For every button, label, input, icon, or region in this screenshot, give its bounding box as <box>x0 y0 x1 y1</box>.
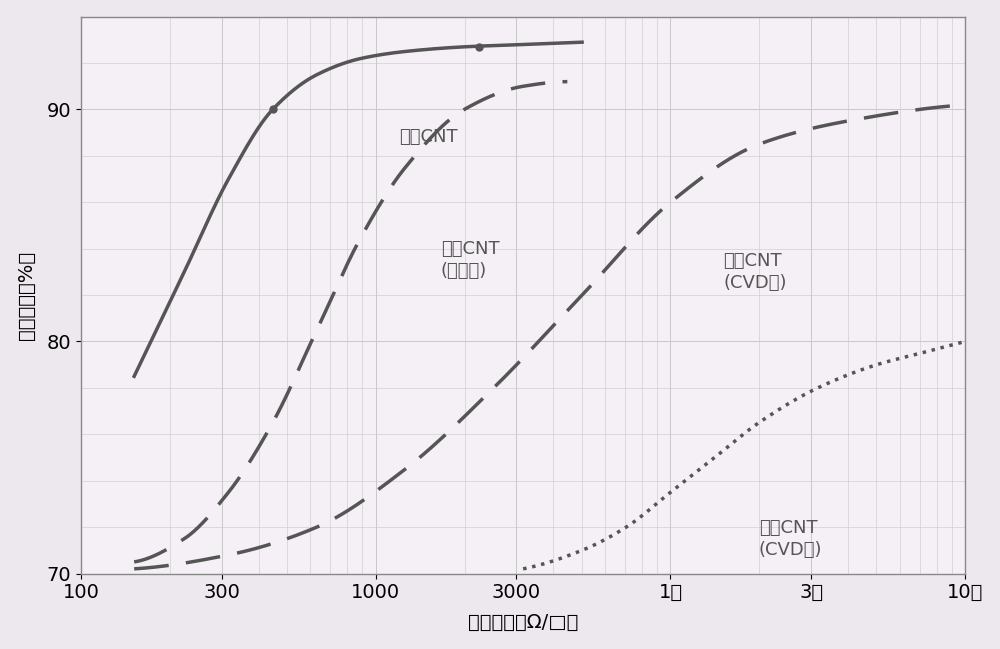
Text: 双层CNT: 双层CNT <box>399 129 458 146</box>
X-axis label: 表面电阻（Ω/□）: 表面电阻（Ω/□） <box>468 613 578 632</box>
Y-axis label: 光透射率（%）: 光透射率（%） <box>17 251 36 339</box>
Text: 多层CNT
(CVD法): 多层CNT (CVD法) <box>759 519 822 559</box>
Text: 单层CNT
(CVD法): 单层CNT (CVD法) <box>724 252 787 292</box>
Text: 单层CNT
(电弧法): 单层CNT (电弧法) <box>441 240 499 280</box>
